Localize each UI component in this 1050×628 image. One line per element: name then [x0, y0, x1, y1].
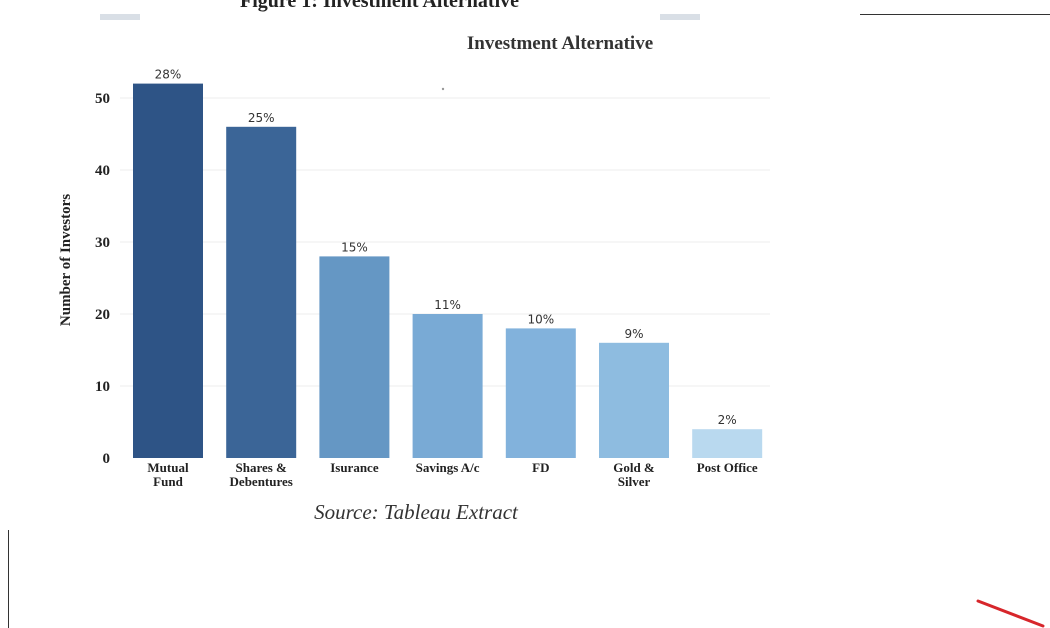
x-tick-label: Silver [618, 474, 651, 489]
figure-heading: Figure 1: Investment Alternative [240, 0, 520, 12]
x-tick-label: Gold & [613, 460, 655, 475]
chart-title: Investment Alternative [467, 33, 653, 54]
x-tick-label: FD [532, 460, 549, 475]
bar-value-label: 11% [434, 298, 461, 312]
x-tick-label: Mutual [147, 460, 189, 475]
figure-panel: Figure 1: Investment Alternative Investm… [58, 0, 770, 524]
x-tick-label: Shares & [235, 460, 287, 475]
bar [319, 256, 390, 458]
watermark-fragment [660, 14, 700, 20]
watermark-fragment [100, 14, 140, 20]
y-axis-label: Number of Investors [58, 194, 74, 326]
red-pen-stroke [976, 599, 1045, 628]
x-tick-label: Savings A/c [416, 460, 480, 475]
bar-value-label: 15% [341, 240, 368, 254]
source-caption: Source: Tableau Extract [314, 500, 519, 524]
bar-chart: Investment Alternative 0 10 20 30 40 50 Number … [58, 33, 770, 524]
bar-value-label: 9% [624, 327, 643, 341]
x-tick-label: Isurance [330, 460, 379, 475]
bar-value-label: 2% [718, 413, 737, 427]
red-pen-line [976, 599, 1045, 628]
y-tick-label: 40 [95, 163, 110, 179]
bar [133, 83, 203, 458]
bar-value-label: 25% [248, 111, 275, 125]
y-tick-label: 30 [95, 235, 110, 251]
dot-mark [441, 87, 445, 91]
vertical-rule [8, 530, 9, 628]
y-tick-label: 20 [95, 307, 110, 323]
bar [599, 342, 669, 458]
y-tick-label: 50 [95, 91, 110, 107]
horizontal-rule [860, 14, 1050, 15]
bar [505, 328, 576, 458]
x-tick-label: Debentures [230, 474, 293, 489]
x-tick-label: Fund [153, 474, 183, 489]
bar [226, 126, 297, 459]
bar-value-label: 28% [155, 68, 182, 82]
y-tick-label: 0 [103, 451, 111, 467]
bar-value-label: 10% [527, 312, 554, 326]
x-tick-label: Post Office [697, 460, 758, 475]
bar [412, 314, 483, 458]
y-tick-label: 10 [95, 379, 110, 395]
bar [692, 429, 763, 458]
